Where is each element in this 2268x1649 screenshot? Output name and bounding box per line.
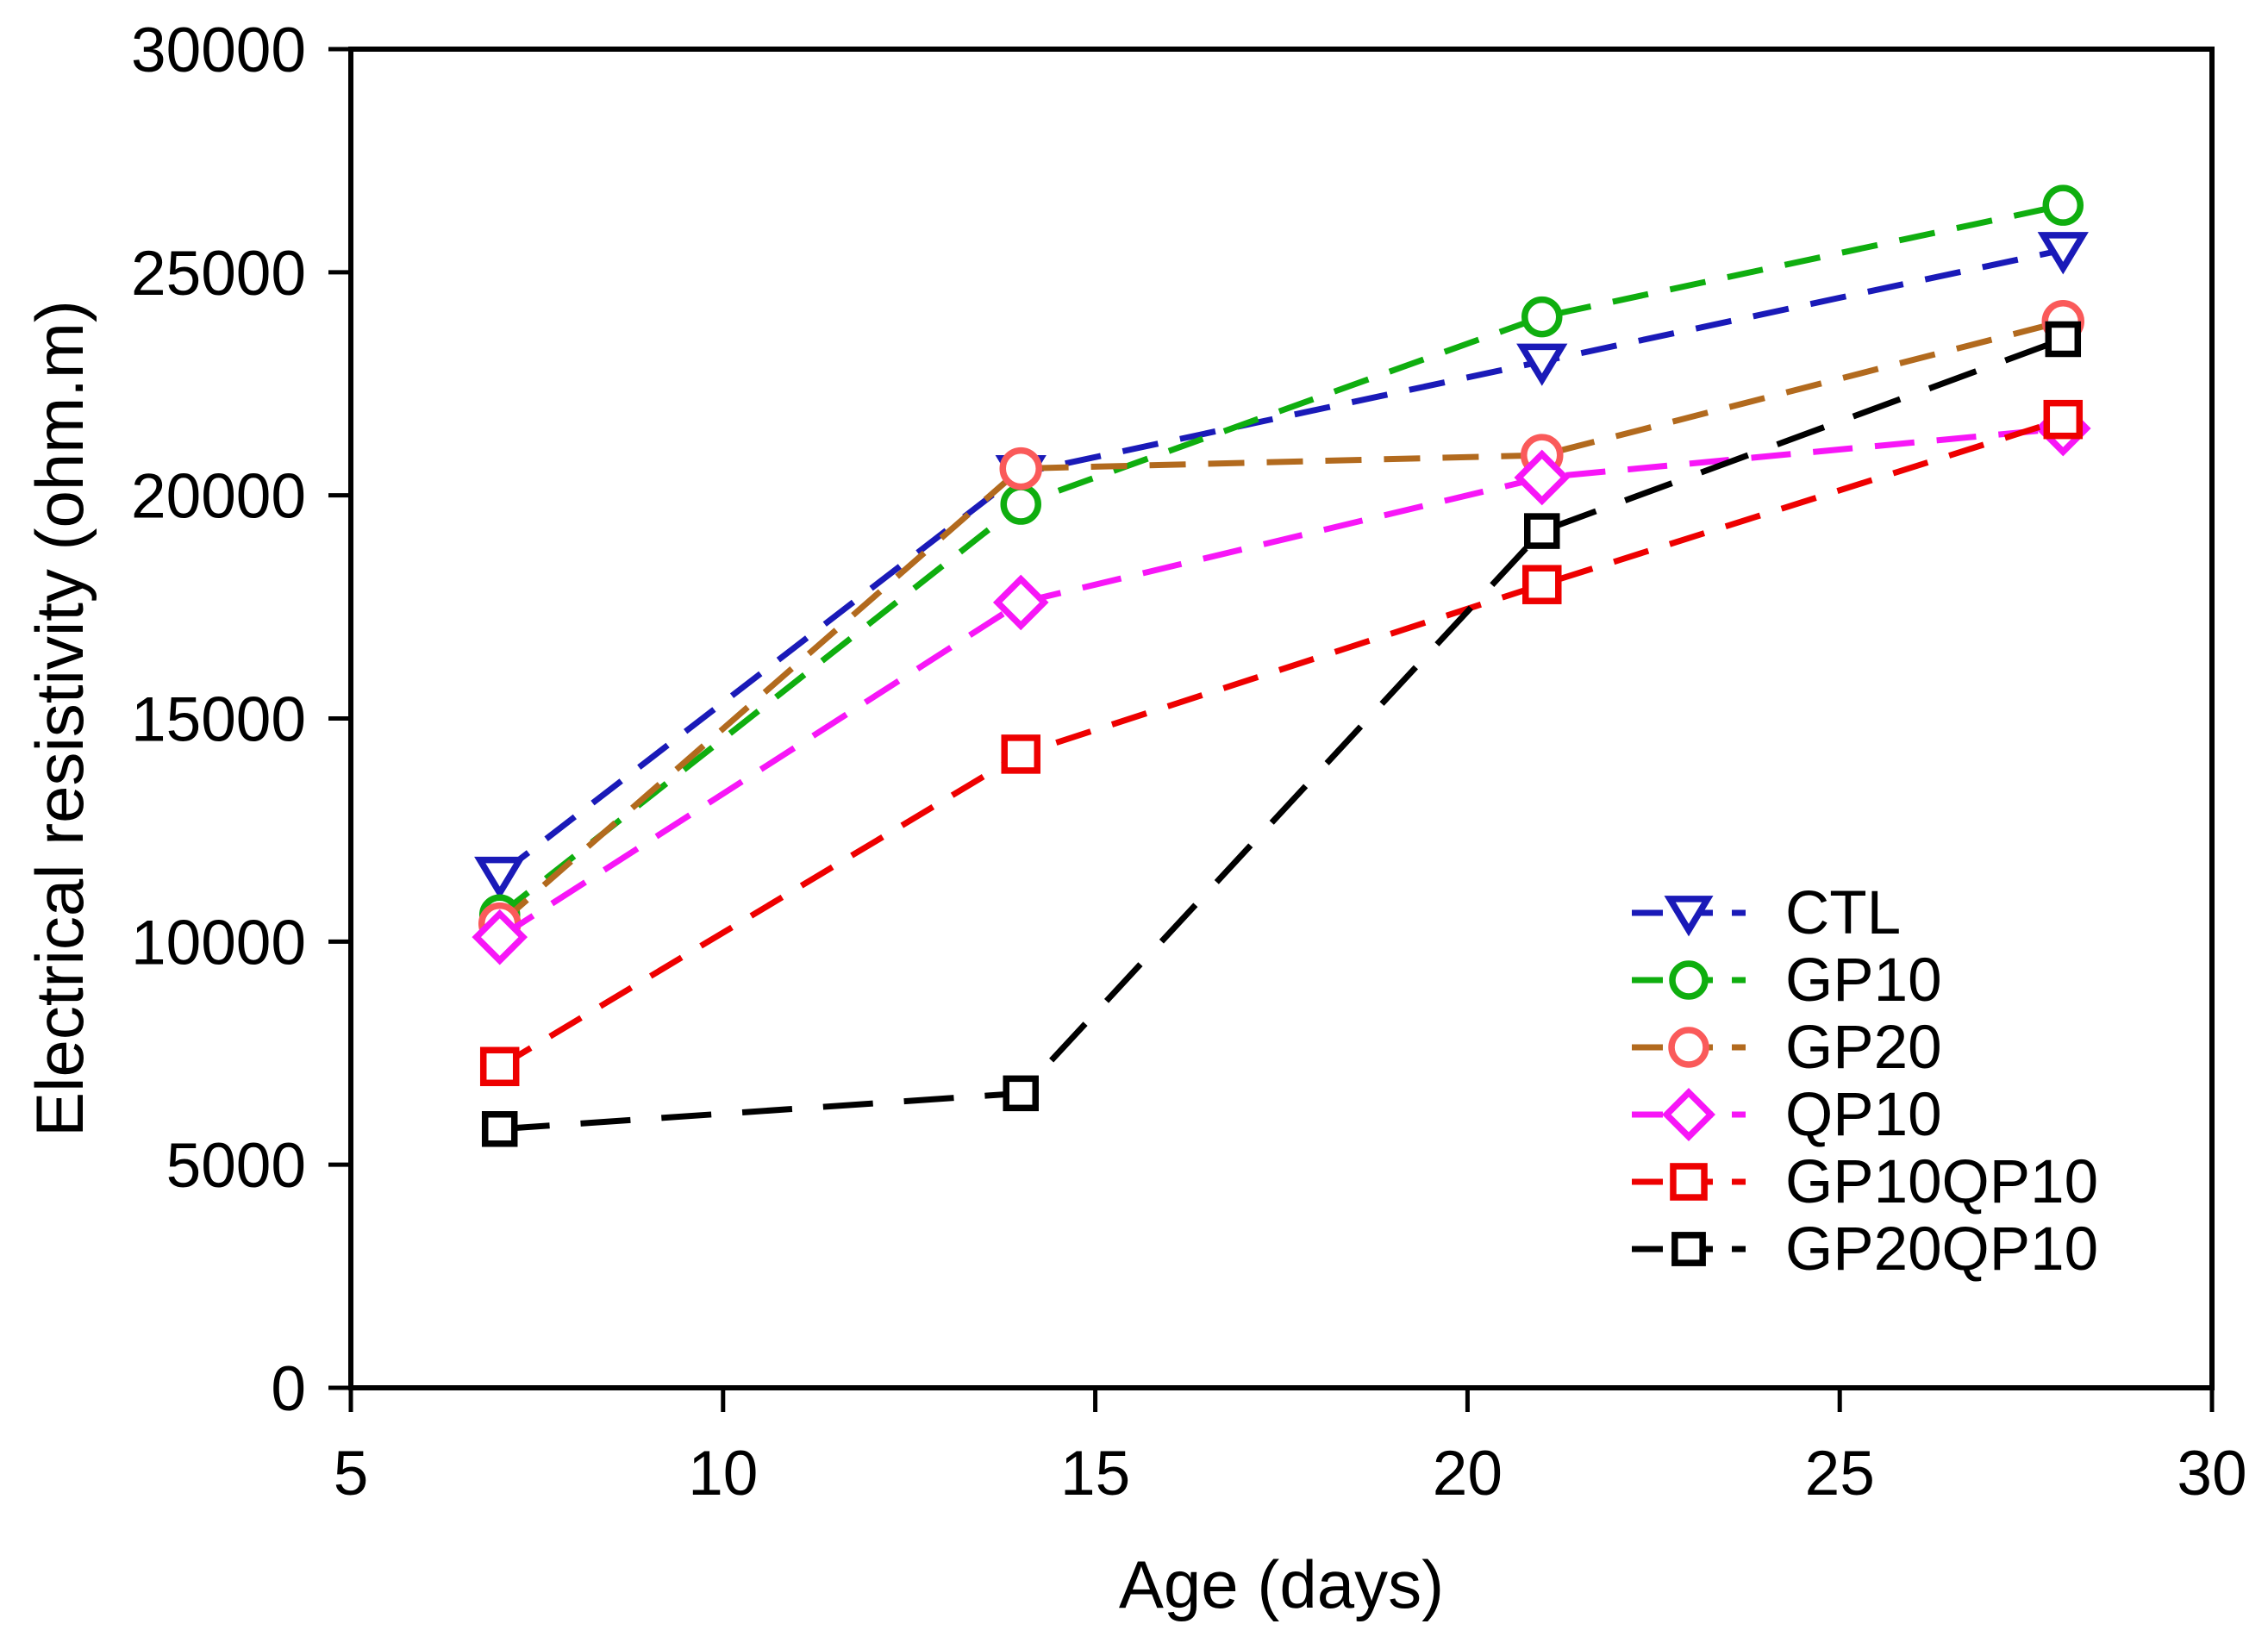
legend-item-gp20: GP20 [1632,1013,2098,1082]
x-tick-label: 25 [1805,1439,1875,1508]
legend-swatch-gp20 [1632,1027,1746,1068]
data-point-marker [479,1046,520,1087]
y-tick-label: 20000 [131,462,306,532]
data-point-marker [1671,1232,1706,1266]
x-tick-label: 10 [688,1439,758,1508]
y-tick-label: 25000 [131,239,306,309]
data-point-marker [1668,1027,1709,1068]
data-point-marker [1516,343,1568,386]
data-point-marker [1000,484,1041,525]
y-axis-title-wrap: Electrical resistivity (ohm.m) [0,49,119,1388]
y-tick-label: 30000 [131,16,306,85]
legend-swatch-gp20qp10 [1632,1232,1746,1266]
legend-item-gp20qp10: GP20QP10 [1632,1215,2099,1284]
series-line [497,247,2065,878]
x-tick-label: 20 [1433,1439,1503,1508]
y-tick-label: 0 [271,1354,306,1424]
series-gp20qp10 [481,321,2082,1147]
data-point-marker [992,574,1049,631]
data-point-marker [1669,960,1709,1000]
series-gp10qp10 [479,399,2084,1087]
y-axis-title: Electrical resistivity (ohm.m) [21,300,97,1137]
data-point-marker [1670,1163,1708,1201]
data-point-marker [2045,321,2082,358]
data-point-marker [1003,1075,1039,1112]
data-point-marker [1662,1088,1715,1141]
data-point-marker [474,856,526,900]
data-point-marker [2043,399,2084,440]
x-axis: 5 10 15 20 25 30 [334,1388,2247,1508]
legend-label-gp20: GP20 [1785,1013,1942,1082]
legend-label-qp10: QP10 [1785,1080,1942,1149]
legend-item-qp10: QP10 [1632,1080,2098,1149]
legend: CTL GP10 GP20 QP10 GP10QP10 GP20QP10 [1632,878,2099,1284]
data-point-marker [1001,734,1040,774]
series-line [497,318,2065,927]
legend-swatch-gp10 [1632,960,1746,1000]
series-line [497,416,2065,1070]
legend-label-gp10qp10: GP10QP10 [1785,1147,2099,1216]
data-point-marker [1524,513,1560,549]
x-axis-title: Age (days) [1118,1546,1445,1622]
data-point-marker [481,1111,518,1147]
series-line [497,425,2064,940]
legend-item-gp10: GP10 [1632,946,2098,1015]
legend-item-gp10qp10: GP10QP10 [1632,1147,2099,1216]
data-point-marker [2042,184,2084,226]
data-point-marker [2037,232,2089,275]
data-point-marker [1514,449,1571,506]
data-point-marker [1664,896,1714,937]
data-point-marker [472,909,528,965]
legend-label-gp20qp10: GP20QP10 [1785,1215,2099,1284]
series-line [499,336,2065,1133]
legend-swatch-gp10qp10 [1632,1163,1746,1201]
legend-swatch-ctl [1632,896,1746,937]
y-tick-label: 5000 [166,1131,306,1201]
data-point-marker [1522,565,1562,604]
legend-item-ctl: CTL [1632,878,2098,947]
y-axis: 0 5000 10000 15000 20000 25000 30000 [131,16,351,1424]
y-tick-label: 15000 [131,685,306,755]
x-tick-label: 30 [2177,1439,2246,1508]
y-tick-label: 10000 [131,908,306,978]
x-tick-label: 5 [334,1439,369,1508]
data-point-marker [999,447,1042,490]
legend-label-gp10: GP10 [1785,946,1942,1015]
legend-swatch-qp10 [1632,1088,1746,1141]
x-tick-label: 15 [1060,1439,1130,1508]
data-point-marker [1521,296,1563,338]
legend-label-ctl: CTL [1785,878,1902,947]
series-line [497,202,2065,918]
series-gp20 [478,300,2085,946]
